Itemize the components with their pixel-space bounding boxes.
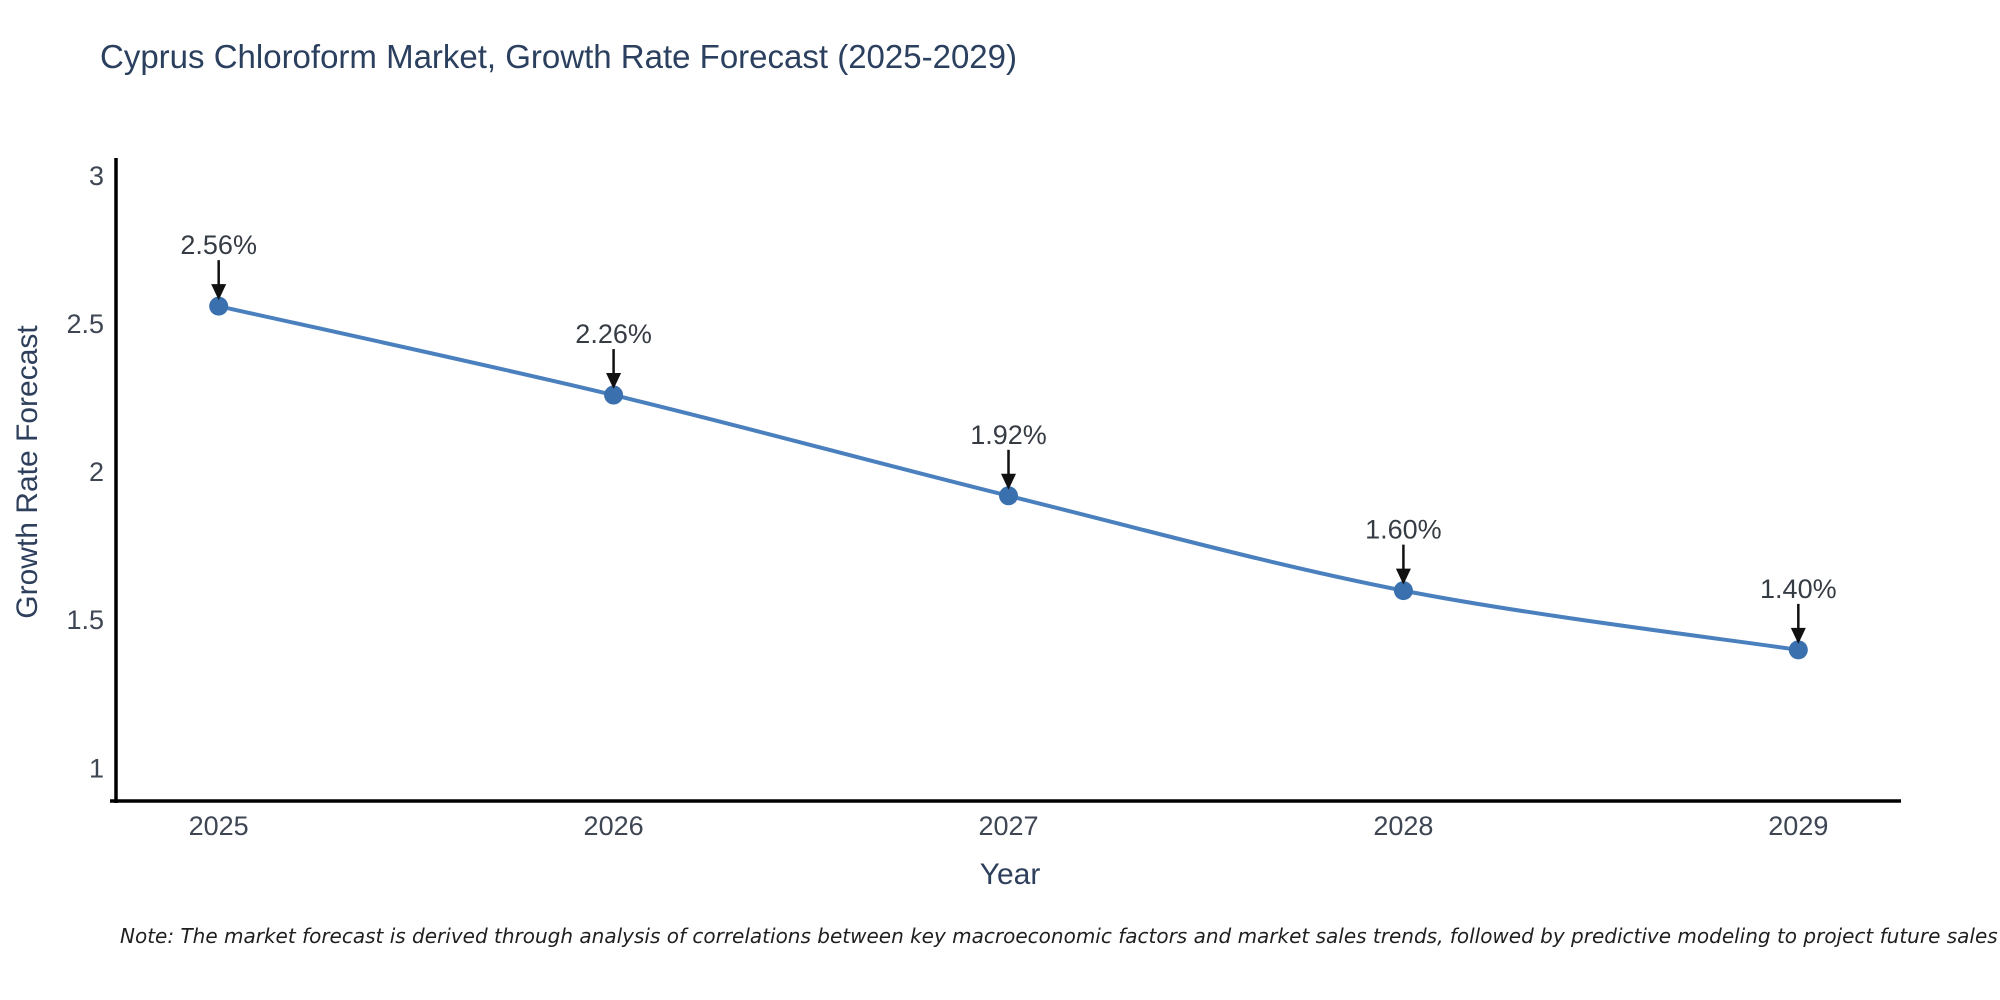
- annotation-label: 1.92%: [970, 420, 1047, 450]
- data-point-marker: [1393, 581, 1413, 601]
- y-tick-label: 1.5: [66, 605, 104, 635]
- annotation-arrowhead-icon: [1395, 568, 1411, 585]
- annotation-label: 1.60%: [1365, 515, 1442, 545]
- data-point-marker: [604, 385, 624, 405]
- data-point-marker: [999, 486, 1018, 506]
- annotation-label: 1.40%: [1760, 574, 1837, 604]
- chart-title: Cyprus Chloroform Market, Growth Rate Fo…: [100, 38, 1018, 75]
- annotation-label: 2.56%: [180, 230, 257, 260]
- y-tick-label: 2.5: [66, 309, 104, 339]
- annotation-arrowhead-icon: [1790, 627, 1806, 644]
- data-point-marker: [209, 296, 229, 316]
- x-tick-label: 2025: [189, 811, 249, 841]
- data-point-marker: [1788, 640, 1808, 660]
- y-tick-label: 1: [89, 753, 104, 783]
- footnote-text: Note: The market forecast is derived thr…: [120, 924, 1998, 948]
- y-tick-label: 3: [89, 161, 104, 191]
- annotation-arrowhead-icon: [1001, 473, 1016, 490]
- x-tick-label: 2029: [1768, 811, 1828, 841]
- x-tick-label: 2026: [584, 811, 644, 841]
- annotation-arrowhead-icon: [211, 284, 227, 301]
- y-tick-label: 2: [89, 457, 104, 487]
- x-tick-label: 2028: [1373, 811, 1433, 841]
- x-axis-title: Year: [979, 858, 1041, 891]
- x-tick-label: 2027: [978, 811, 1038, 841]
- annotation-arrowhead-icon: [606, 373, 622, 390]
- annotation-label: 2.26%: [575, 319, 652, 349]
